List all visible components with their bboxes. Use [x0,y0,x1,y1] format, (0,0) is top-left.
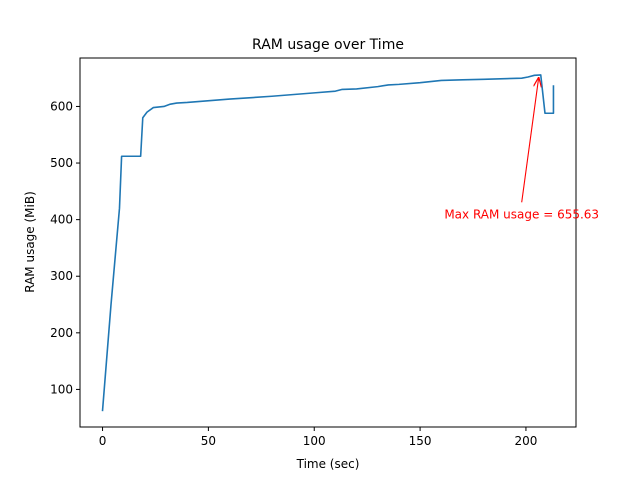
plot-frame [79,57,577,428]
chart-title: RAM usage over Time [252,37,404,53]
y-tick-label: 600 [50,99,73,113]
y-tick-label: 400 [50,213,73,227]
x-tick-label: 200 [514,434,537,448]
series-line [101,74,555,412]
y-tick-label: 500 [50,156,73,170]
y-tick-label: 200 [50,326,73,340]
x-tick-label: 100 [303,434,326,448]
annotation: Max RAM usage = 655.63 [444,78,599,221]
x-tick-label: 0 [99,434,107,448]
annotation-text: Max RAM usage = 655.63 [444,207,599,221]
y-tick-label: 300 [50,269,73,283]
plot-area [101,74,555,412]
x-axis-label: Time (sec) [296,457,360,471]
axis-ticks: 0 50 100 150 200 100 200 300 400 500 600 [50,99,537,448]
y-axis-label: RAM usage (MiB) [23,191,37,293]
x-tick-label: 150 [409,434,432,448]
y-tick-label: 100 [50,382,73,396]
x-tick-label: 50 [201,434,216,448]
annotation-arrow [521,78,539,203]
